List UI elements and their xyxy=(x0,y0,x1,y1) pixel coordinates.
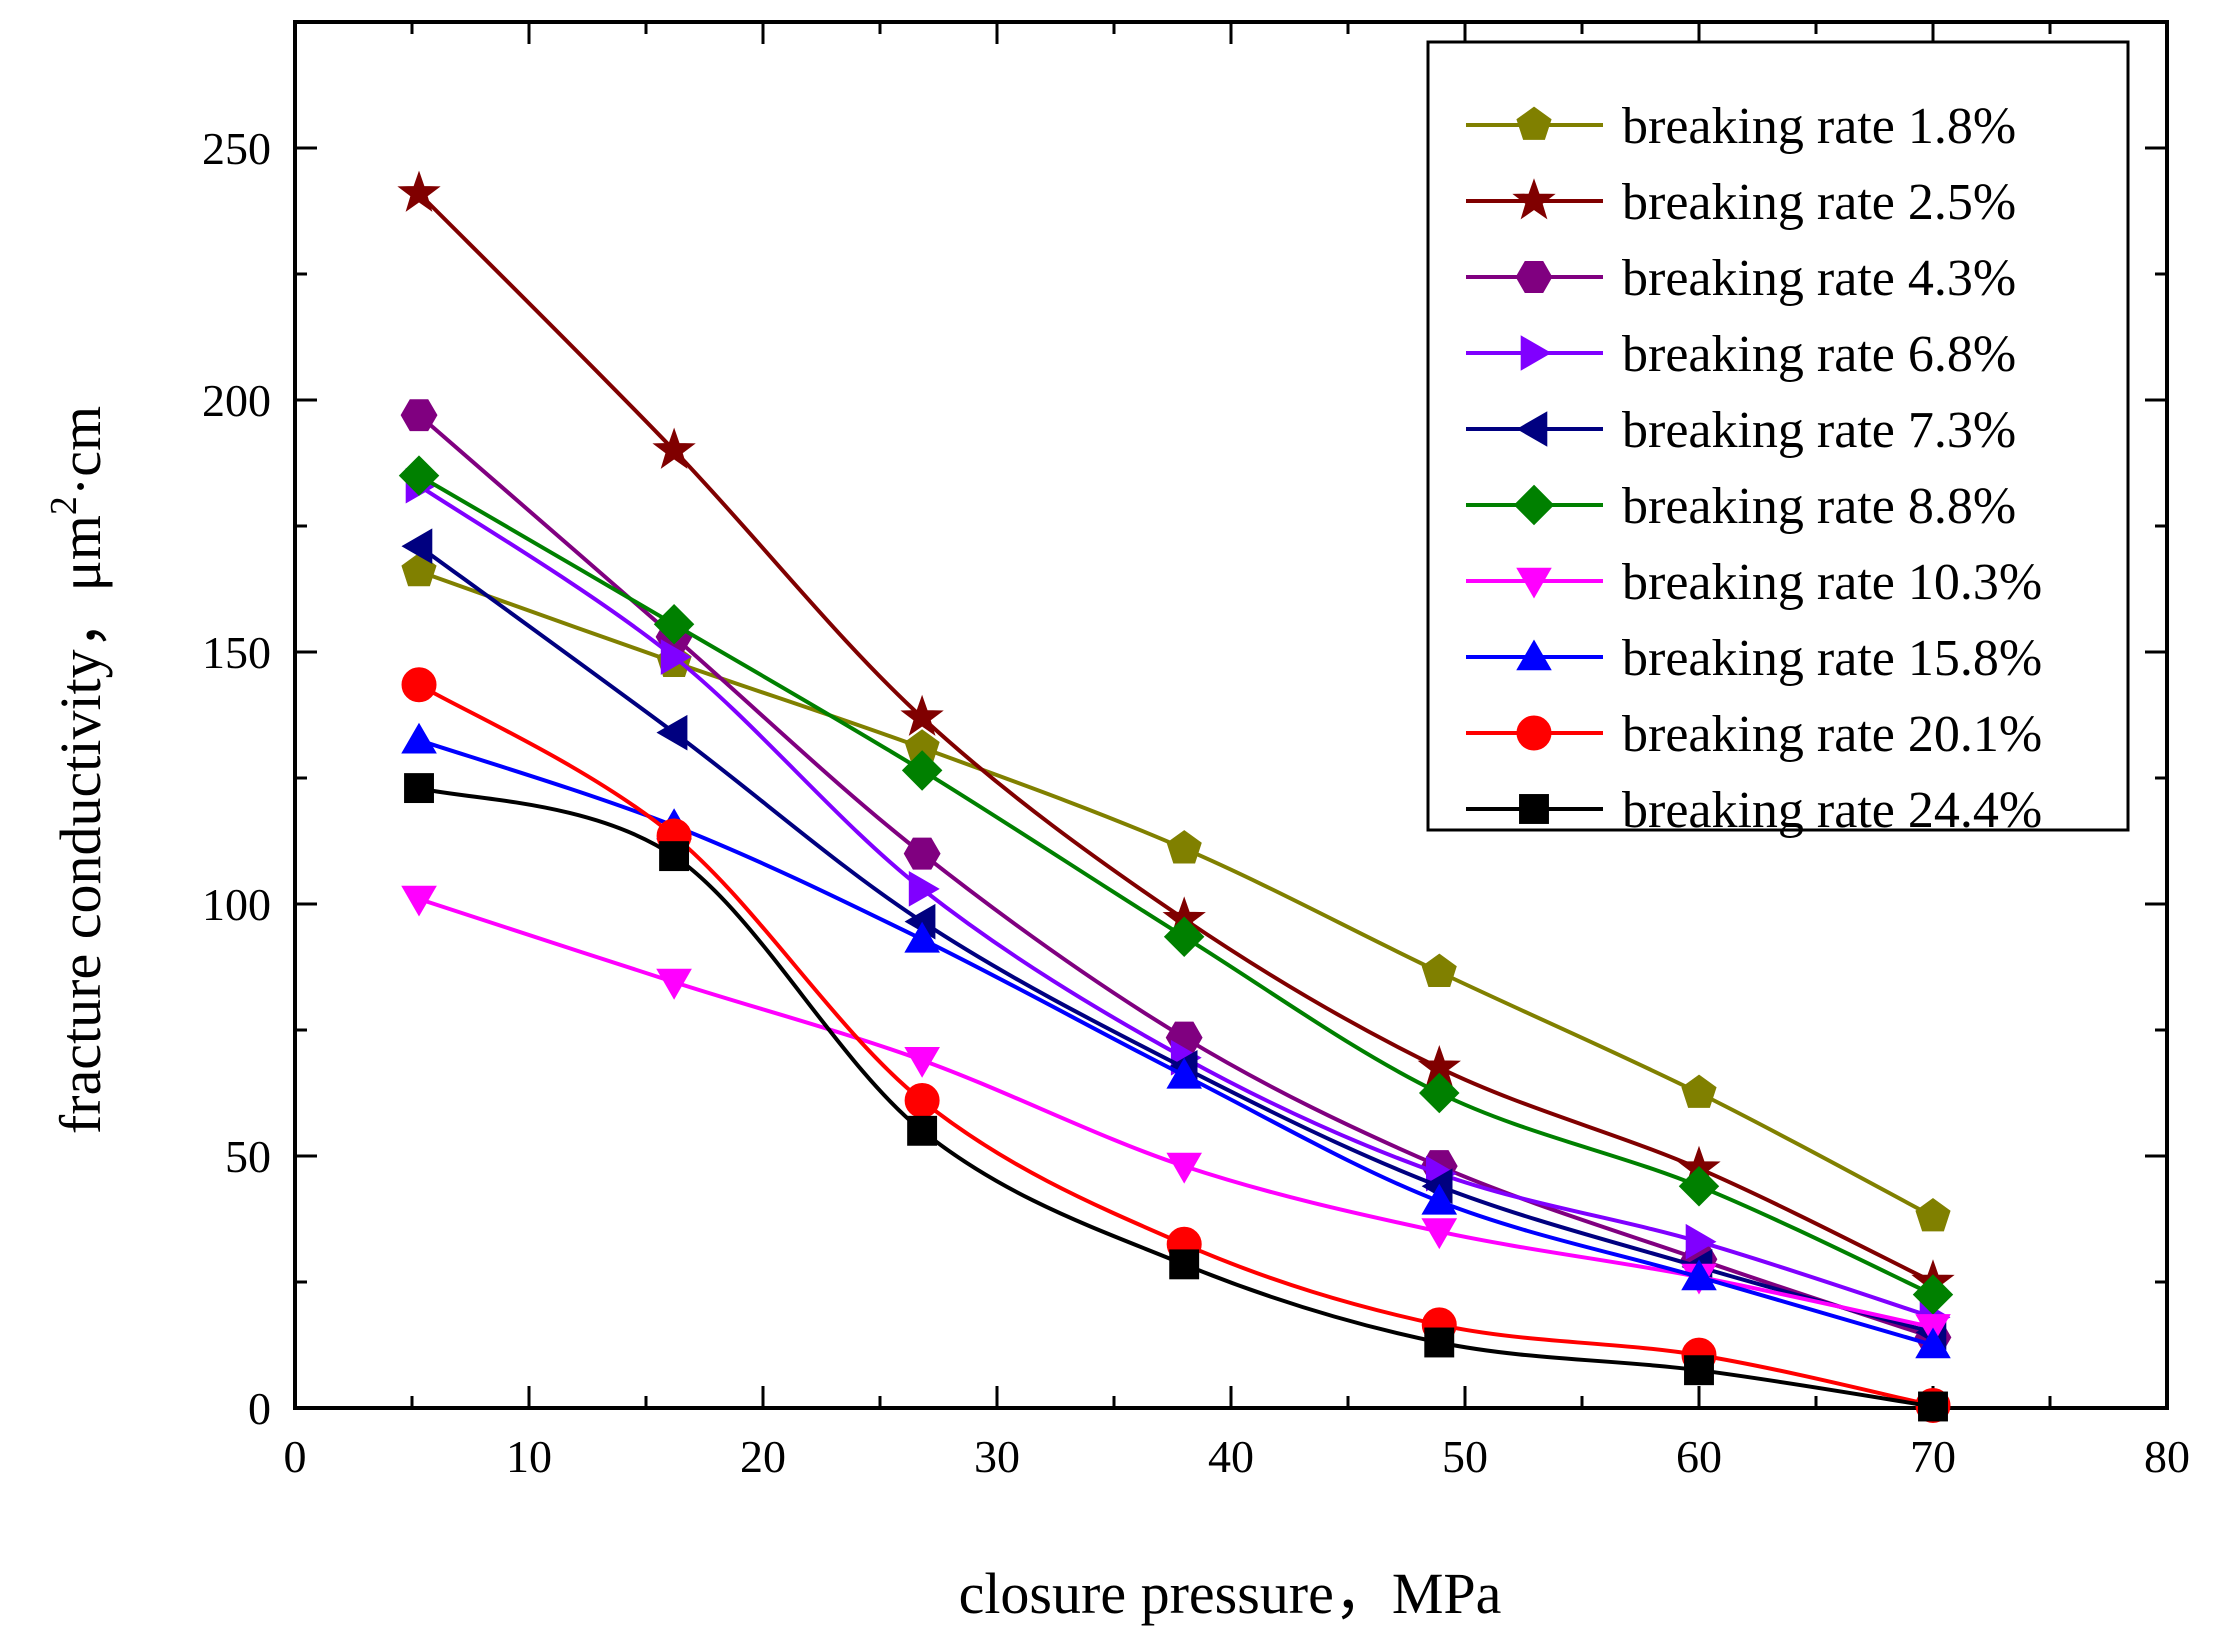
data-point xyxy=(652,427,696,469)
data-point xyxy=(660,639,692,675)
data-point xyxy=(901,750,943,791)
legend-item: breaking rate 24.4% xyxy=(1466,782,2042,839)
data-point xyxy=(1678,1165,1720,1207)
legend-marker xyxy=(1512,178,1556,220)
legend-marker xyxy=(1515,261,1553,293)
legend-marker xyxy=(1516,639,1552,671)
data-point xyxy=(401,552,437,587)
data-point xyxy=(659,841,690,872)
x-tick-label: 70 xyxy=(1910,1431,1956,1482)
legend-marker xyxy=(1516,567,1552,599)
data-point xyxy=(1918,1391,1948,1422)
y-axis-title-main: fracture conductivity，μm xyxy=(48,515,113,1134)
x-tick-label: 20 xyxy=(740,1431,786,1482)
legend-item: breaking rate 15.8% xyxy=(1466,630,2042,687)
legend-label: breaking rate 20.1% xyxy=(1622,706,2042,763)
y-axis-title: fracture conductivity，μm2·cm xyxy=(43,406,113,1134)
series-layer xyxy=(397,170,1955,1423)
data-point xyxy=(653,603,695,645)
legend-marker xyxy=(1519,794,1549,824)
x-tick-label: 10 xyxy=(506,1431,552,1482)
y-tick-label: 200 xyxy=(202,375,271,426)
legend-label: breaking rate 24.4% xyxy=(1622,782,2042,839)
data-point xyxy=(404,773,434,804)
legend-item: breaking rate 6.8% xyxy=(1466,326,2016,383)
data-point xyxy=(1169,1249,1200,1280)
data-point xyxy=(401,885,437,917)
legend-item: breaking rate 1.8% xyxy=(1466,98,2016,155)
legend-item: breaking rate 4.3% xyxy=(1466,250,2016,307)
data-point xyxy=(1681,1074,1717,1108)
series-6 xyxy=(398,455,1954,1315)
data-point xyxy=(908,871,940,907)
data-point xyxy=(1421,953,1457,987)
y-tick-label: 100 xyxy=(202,879,271,930)
legend-marker xyxy=(1520,335,1552,371)
data-point xyxy=(1421,1218,1458,1250)
legend-label: breaking rate 1.8% xyxy=(1622,98,2016,155)
axes-layer: 0 10 20 30 40 50 60 70 80 0 50 100 150 200 250 xyxy=(202,20,2190,1482)
data-point xyxy=(907,1115,938,1146)
data-point xyxy=(1166,830,1202,864)
data-point xyxy=(400,399,438,432)
legend: breaking rate 1.8% breaking rate 2.5% brea… xyxy=(1426,40,2130,839)
y-axis-title-tail: ·cm xyxy=(48,406,113,496)
data-point xyxy=(904,1083,940,1119)
data-point xyxy=(1685,1223,1717,1260)
data-point xyxy=(1424,1327,1455,1358)
y-tick-label: 50 xyxy=(225,1131,271,1182)
data-point xyxy=(900,694,944,736)
legend-label: breaking rate 7.3% xyxy=(1622,402,2016,459)
series-10 xyxy=(404,773,1948,1422)
data-point xyxy=(1915,1197,1951,1232)
data-point xyxy=(903,837,941,870)
y-tick-label: 250 xyxy=(202,123,271,174)
data-point xyxy=(656,968,692,1000)
legend-marker xyxy=(1516,411,1548,447)
legend-item: breaking rate 7.3% xyxy=(1466,402,2016,459)
data-point xyxy=(1418,1072,1460,1114)
legend-label: breaking rate 10.3% xyxy=(1622,554,2042,611)
x-tick-label: 60 xyxy=(1676,1431,1722,1482)
legend-marker xyxy=(1513,484,1555,526)
data-point xyxy=(401,722,437,754)
legend-marker xyxy=(1516,715,1552,751)
data-point xyxy=(1684,1355,1714,1386)
x-axis-title: closure pressure，MPa xyxy=(959,1561,1502,1626)
legend-item: breaking rate 2.5% xyxy=(1466,174,2016,231)
legend-item: breaking rate 20.1% xyxy=(1466,706,2042,763)
data-point xyxy=(1915,1327,1951,1359)
data-point xyxy=(1421,1183,1458,1215)
y-axis-title-sup: 2 xyxy=(43,496,85,515)
legend-marker xyxy=(1516,106,1552,140)
data-point xyxy=(401,667,437,703)
y-tick-label: 0 xyxy=(248,1383,271,1434)
x-tick-label: 0 xyxy=(284,1431,307,1482)
x-tick-label: 50 xyxy=(1442,1431,1488,1482)
data-point xyxy=(1166,1152,1202,1184)
legend-label: breaking rate 2.5% xyxy=(1622,174,2016,231)
legend-label: breaking rate 4.3% xyxy=(1622,250,2016,307)
data-point xyxy=(1681,1259,1717,1291)
legend-item: breaking rate 10.3% xyxy=(1466,554,2042,611)
data-point xyxy=(1163,916,1205,958)
data-point xyxy=(656,714,688,751)
legend-label: breaking rate 6.8% xyxy=(1622,326,2016,383)
legend-label: breaking rate 15.8% xyxy=(1622,630,2042,687)
data-point xyxy=(904,921,940,953)
legend-label: breaking rate 8.8% xyxy=(1622,478,2016,535)
data-point xyxy=(397,170,441,212)
x-tick-label: 80 xyxy=(2144,1431,2190,1482)
legend-item: breaking rate 8.8% xyxy=(1466,478,2016,535)
data-point xyxy=(1166,1057,1202,1089)
x-tick-label: 30 xyxy=(974,1431,1020,1482)
data-point xyxy=(904,1047,940,1078)
data-point xyxy=(401,528,433,564)
x-tick-label: 40 xyxy=(1208,1431,1254,1482)
data-point xyxy=(398,455,440,496)
y-tick-label: 150 xyxy=(202,627,271,678)
